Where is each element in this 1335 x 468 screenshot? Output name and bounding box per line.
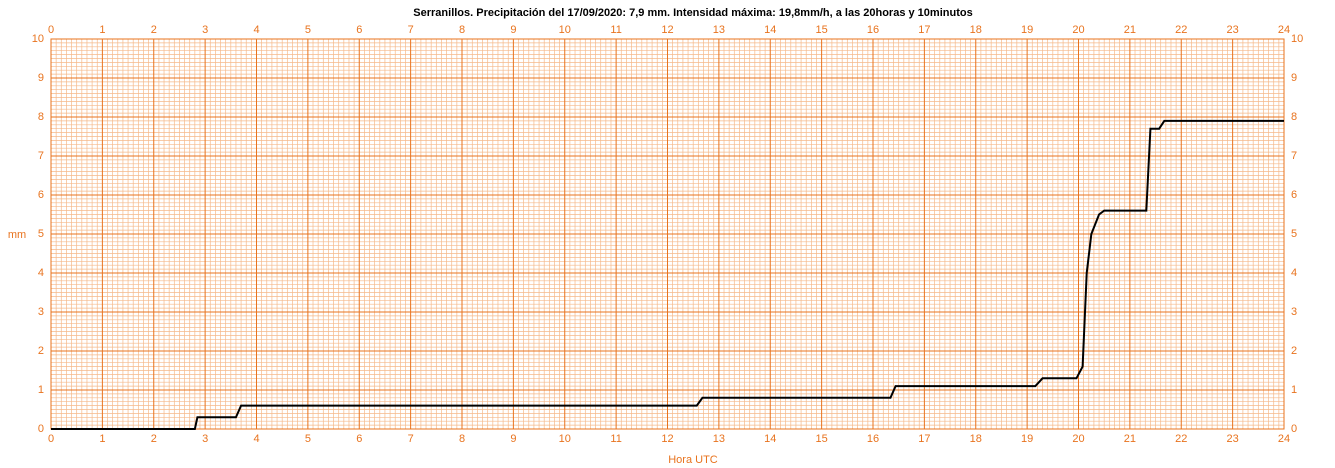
x-tick-label: 19 [1021,433,1033,445]
x-tick-label: 18 [970,433,982,445]
y-tick-label: 1 [1291,384,1297,396]
x-tick-label: 24 [1278,433,1290,445]
y-tick-label: 7 [1291,150,1297,162]
x-tick-label: 11 [610,24,621,36]
x-tick-label: 1 [99,433,105,445]
x-tick-label: 12 [661,24,673,36]
y-tick-label: 5 [1291,228,1297,240]
x-tick-label: 4 [253,24,259,36]
x-tick-label: 21 [1124,24,1136,36]
x-tick-label: 0 [48,24,54,36]
y-tick-label: 10 [32,33,44,45]
x-tick-label: 13 [713,24,725,36]
y-tick-label: 4 [1291,267,1297,279]
y-axis-label: mm [8,229,26,241]
x-tick-label: 23 [1227,433,1239,445]
x-tick-label: 9 [510,433,516,445]
y-tick-label: 3 [1291,306,1297,318]
x-tick-label: 18 [970,24,982,36]
y-tick-label: 0 [1291,423,1297,435]
x-tick-label: 10 [559,24,571,36]
x-tick-label: 7 [408,433,414,445]
x-tick-label: 23 [1227,24,1239,36]
x-tick-label: 16 [867,24,879,36]
x-tick-label: 0 [48,433,54,445]
x-tick-label: 10 [559,433,571,445]
x-tick-label: 21 [1124,433,1136,445]
y-tick-label: 9 [1291,72,1297,84]
y-tick-label: 2 [38,345,44,357]
x-tick-label: 15 [816,24,828,36]
x-tick-label: 4 [253,433,259,445]
y-tick-label: 3 [38,306,44,318]
x-tick-label: 19 [1021,24,1033,36]
x-axis-label: Hora UTC [668,454,718,466]
chart-title: Serranillos. Precipitación del 17/09/202… [413,7,972,19]
x-tick-label: 2 [151,433,157,445]
x-tick-label: 17 [918,433,930,445]
x-tick-label: 16 [867,433,879,445]
y-tick-label: 10 [1291,33,1303,45]
plot-frame [50,38,1285,430]
y-tick-label: 6 [1291,189,1297,201]
x-tick-label: 3 [202,433,208,445]
x-tick-label: 5 [305,433,311,445]
y-tick-label: 6 [38,189,44,201]
x-tick-label: 11 [610,433,621,445]
y-tick-label: 8 [38,111,44,123]
y-tick-label: 8 [1291,111,1297,123]
x-tick-label: 20 [1072,24,1084,36]
x-tick-label: 1 [99,24,105,36]
x-tick-label: 17 [918,24,930,36]
x-tick-label: 8 [459,24,465,36]
x-tick-label: 12 [661,433,673,445]
x-tick-label: 6 [356,433,362,445]
x-tick-label: 14 [764,24,776,36]
x-tick-label: 24 [1278,24,1290,36]
y-tick-label: 7 [38,150,44,162]
y-tick-label: 5 [38,228,44,240]
x-tick-label: 6 [356,24,362,36]
y-tick-label: 4 [38,267,44,279]
x-tick-label: 7 [408,24,414,36]
x-tick-label: 15 [816,433,828,445]
x-tick-label: 22 [1175,24,1187,36]
x-tick-label: 8 [459,433,465,445]
y-tick-label: 2 [1291,345,1297,357]
y-tick-label: 9 [38,72,44,84]
x-tick-label: 9 [510,24,516,36]
x-tick-label: 13 [713,433,725,445]
precipitation-line [51,119,1284,430]
x-tick-label: 3 [202,24,208,36]
x-tick-label: 2 [151,24,157,36]
x-tick-label: 20 [1072,433,1084,445]
y-tick-label: 1 [38,384,44,396]
y-tick-label: 0 [38,423,44,435]
x-tick-label: 5 [305,24,311,36]
x-tick-label: 22 [1175,433,1187,445]
x-tick-label: 14 [764,433,776,445]
